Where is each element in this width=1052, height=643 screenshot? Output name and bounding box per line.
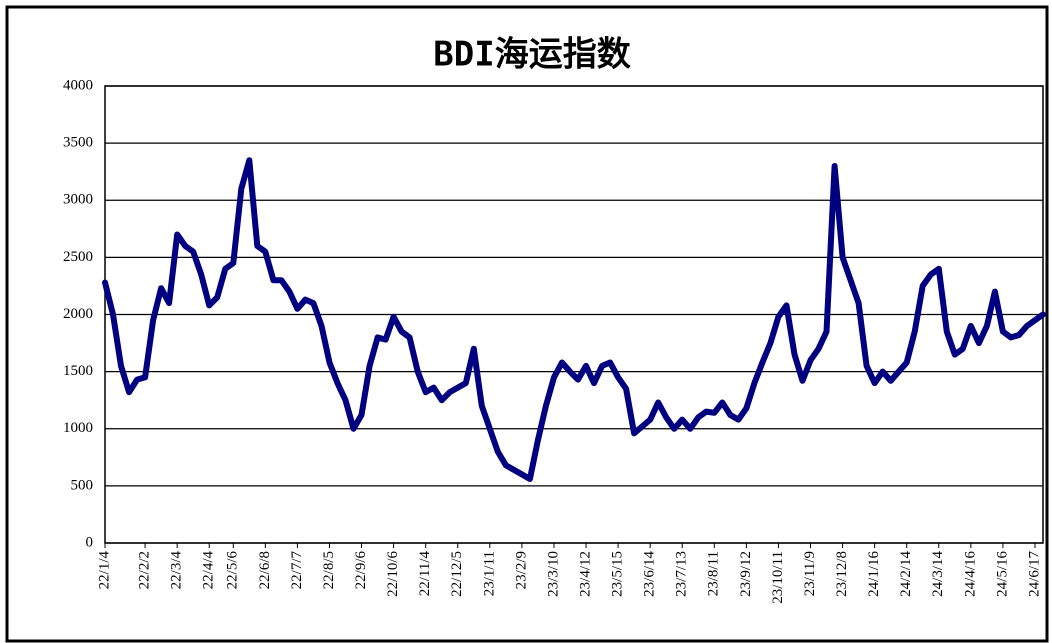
- x-tick-label: 22/5/6: [225, 551, 241, 590]
- chart-border: [5, 5, 1049, 643]
- x-tick-label: 24/1/16: [866, 551, 882, 597]
- x-tick-label: 23/7/13: [674, 551, 690, 597]
- data-line: [102, 157, 1046, 482]
- x-tick-label: 23/9/12: [738, 551, 754, 597]
- x-tick-label: 24/6/17: [1026, 551, 1042, 597]
- y-tick-label: 0: [86, 534, 94, 550]
- y-tick-label: 3000: [63, 192, 93, 208]
- y-tick-label: 2000: [63, 306, 93, 322]
- x-tick-label: 23/8/11: [706, 551, 722, 596]
- y-tick-label: 500: [71, 477, 94, 493]
- x-tick-label: 22/8/5: [321, 551, 337, 589]
- x-tick-label: 22/6/8: [257, 551, 273, 589]
- y-tick-label: 3500: [63, 135, 93, 151]
- x-tick-label: 24/2/14: [898, 551, 914, 597]
- x-tick-label: 22/1/4: [96, 551, 112, 590]
- x-tick-label: 22/12/5: [449, 551, 465, 597]
- x-tick-label: 23/3/10: [545, 551, 561, 597]
- x-tick-label: 22/9/6: [353, 551, 369, 590]
- x-tick-label: 24/4/16: [962, 551, 978, 597]
- x-tick-label: 23/12/8: [834, 551, 850, 597]
- y-tick-label: 2500: [63, 249, 93, 265]
- x-tick-label: 23/1/11: [481, 551, 497, 596]
- x-tick-label: 22/2/2: [137, 551, 153, 589]
- y-tick-label: 4000: [63, 77, 93, 93]
- x-tick-label: 23/6/14: [642, 551, 658, 597]
- x-tick-label: 23/10/11: [770, 551, 786, 604]
- x-tick-label: 23/5/15: [610, 551, 626, 597]
- x-tick-label: 22/4/4: [201, 551, 217, 590]
- x-tick-label: 22/10/6: [385, 551, 401, 597]
- y-tick-label: 1500: [63, 363, 93, 379]
- y-tick-label: 1000: [63, 420, 93, 436]
- x-tick-label: 22/11/4: [417, 551, 433, 597]
- chart-title: BDI海运指数: [433, 35, 630, 75]
- x-tick-label: 22/7/7: [289, 551, 305, 590]
- x-tick-label: 23/11/9: [802, 551, 818, 596]
- x-tick-label: 22/3/4: [169, 551, 185, 590]
- x-tick-label: 23/4/12: [577, 551, 593, 597]
- x-tick-label: 23/2/9: [513, 551, 529, 589]
- x-tick-label: 24/5/16: [994, 551, 1010, 597]
- x-tick-label: 24/3/14: [930, 551, 946, 597]
